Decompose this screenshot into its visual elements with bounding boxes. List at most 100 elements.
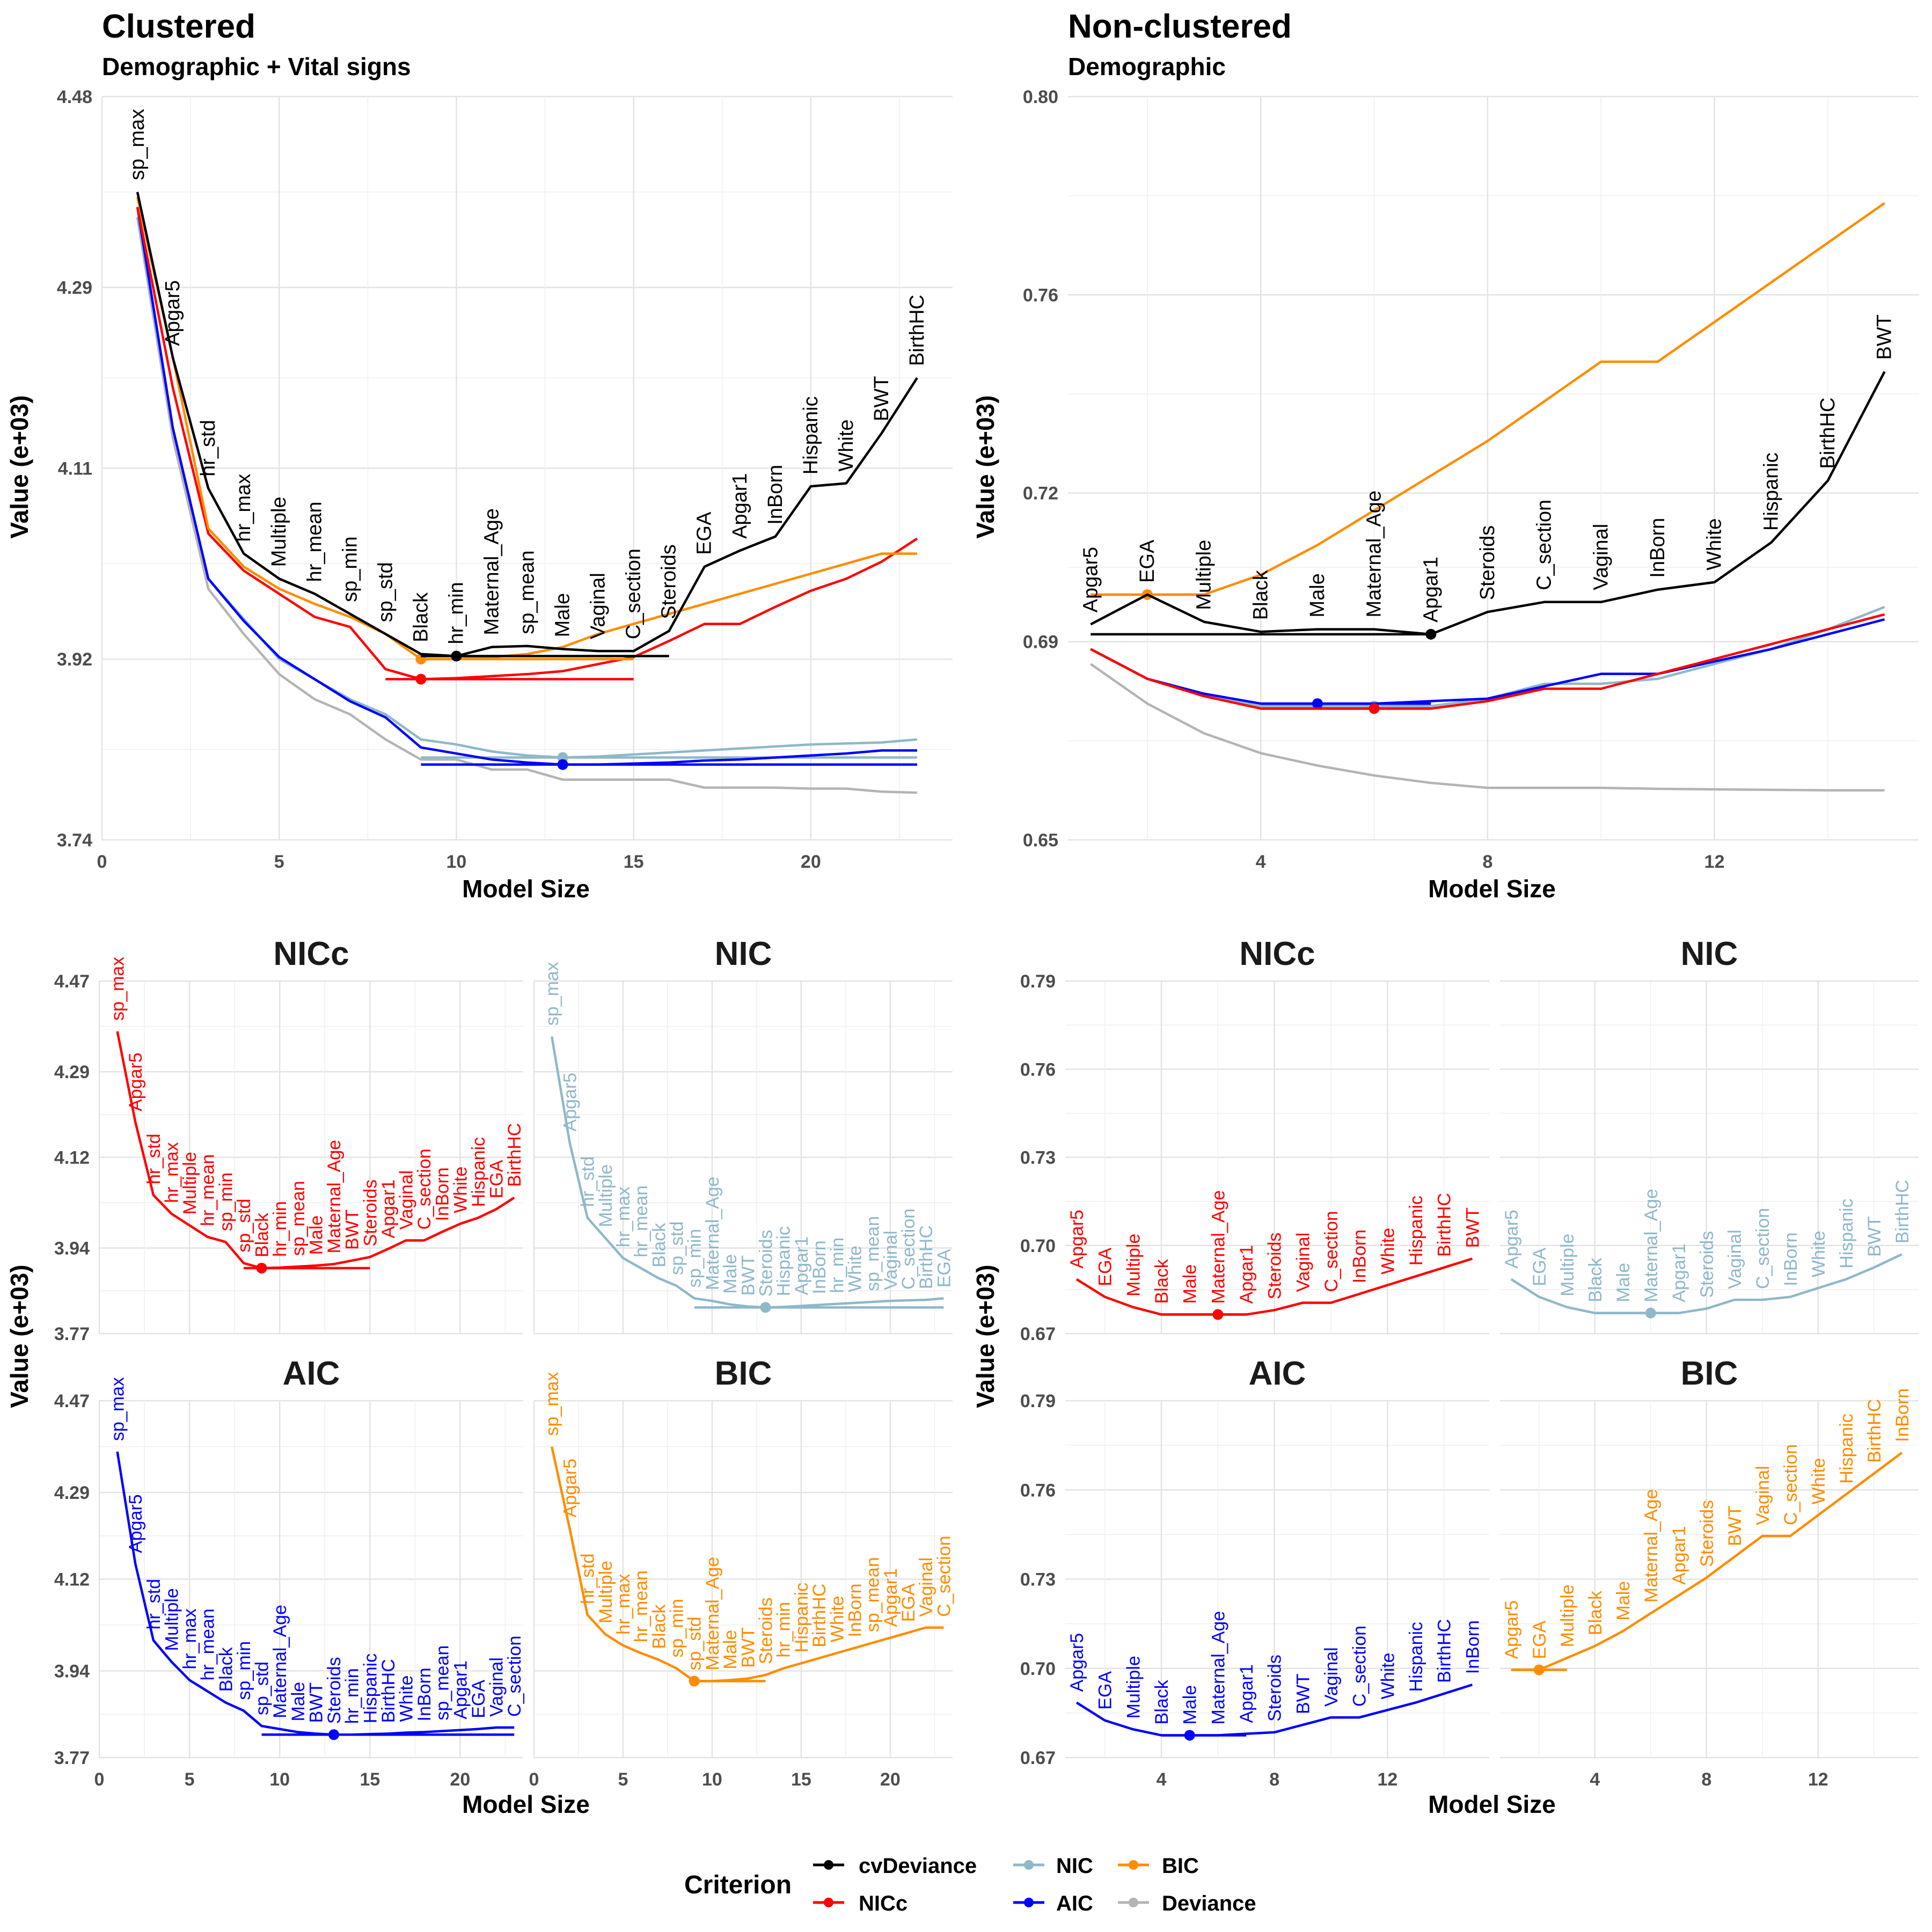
point-label: Apgar5 bbox=[560, 1073, 580, 1132]
series-line-nicc bbox=[136, 207, 918, 680]
point-label: Apgar5 bbox=[1067, 1633, 1087, 1692]
point-label: BirthHC bbox=[1864, 1399, 1885, 1463]
point-label: BWT bbox=[738, 1255, 758, 1296]
point-label: White bbox=[1703, 518, 1726, 570]
point-label: Male bbox=[720, 1630, 741, 1670]
y-tick-label: 0.79 bbox=[1020, 1391, 1056, 1411]
point-label: sp_mean bbox=[863, 1216, 883, 1291]
point-label: hr_min bbox=[342, 1668, 363, 1724]
point-label: InBorn bbox=[433, 1167, 453, 1221]
y-tick-label: 0.80 bbox=[1023, 87, 1058, 107]
point-label: White bbox=[1378, 1228, 1398, 1275]
legend-label-aic: AIC bbox=[1056, 1892, 1093, 1915]
series-line-nic bbox=[1510, 1253, 1902, 1314]
point-label: BirthHC bbox=[1892, 1180, 1913, 1243]
point-label: Hispanic bbox=[1406, 1196, 1426, 1265]
y-tick-label: 0.73 bbox=[1020, 1570, 1056, 1590]
point-label: sp_max bbox=[108, 1377, 128, 1441]
point-label: BirthHC bbox=[1435, 1193, 1455, 1257]
point-label: Black bbox=[216, 1646, 236, 1692]
point-label: Male bbox=[288, 1682, 309, 1722]
point-label: Hispanic bbox=[1406, 1622, 1426, 1692]
point-label: C_section bbox=[1321, 1211, 1342, 1292]
point-label: Hispanic bbox=[1836, 1414, 1857, 1483]
point-label: Apgar1 bbox=[792, 1236, 812, 1296]
panel-title: Non-clustered bbox=[1068, 8, 1292, 45]
y-tick-label: 0.76 bbox=[1023, 285, 1058, 305]
point-label: sp_std bbox=[685, 1616, 705, 1670]
point-label: Apgar1 bbox=[1236, 1245, 1257, 1304]
point-label: C_section bbox=[1781, 1444, 1801, 1525]
y-tick-label: 0.70 bbox=[1020, 1236, 1056, 1256]
point-label: Multiple bbox=[1557, 1234, 1578, 1297]
panel-clustered-aic: 3.77 3.94 4.12 4.29 4.47 0 5 10 15 20 AIC sp_max Apg… bbox=[54, 1355, 525, 1790]
min-point-bic bbox=[689, 1675, 700, 1687]
point-label: Maternal_Age bbox=[1641, 1189, 1662, 1302]
panel-clustered-nicc: 3.77 3.94 4.12 4.29 4.47 NICc sp_max Apgar5 hr_s… bbox=[54, 935, 525, 1344]
y-tick-label: 4.12 bbox=[54, 1148, 90, 1168]
point-label: InBorn bbox=[1892, 1388, 1913, 1442]
point-label: sp_max bbox=[108, 957, 128, 1021]
point-label: BWT bbox=[1293, 1673, 1313, 1714]
facet-title: AIC bbox=[1249, 1355, 1306, 1392]
point-label: sp_max bbox=[126, 109, 149, 180]
point-label: C_section bbox=[623, 548, 645, 639]
point-label: BWT bbox=[306, 1682, 326, 1723]
point-label: InBorn bbox=[1646, 518, 1669, 578]
min-point-aic bbox=[1312, 698, 1323, 709]
series-line-cvdeviance bbox=[1090, 371, 1886, 636]
point-label: C_section bbox=[1350, 1626, 1370, 1707]
point-label: Multiple bbox=[1557, 1584, 1578, 1647]
min-point-nicc bbox=[1212, 1309, 1224, 1320]
x-tick-label: 8 bbox=[1269, 1769, 1279, 1790]
point-label: InBorn bbox=[845, 1584, 865, 1637]
point-label: sp_std bbox=[252, 1662, 273, 1715]
x-axis-label-top-right: Model Size bbox=[1428, 875, 1556, 903]
point-label: Hispanic bbox=[360, 1653, 380, 1723]
point-label: Apgar1 bbox=[1236, 1664, 1257, 1723]
point-label: Male bbox=[1306, 573, 1329, 617]
point-label: Maternal_Age bbox=[702, 1176, 723, 1290]
x-tick-label: 5 bbox=[274, 852, 284, 872]
point-label: C_section bbox=[414, 1148, 435, 1230]
x-tick-label: 20 bbox=[801, 852, 821, 872]
y-tick-label: 0.65 bbox=[1023, 830, 1058, 851]
point-label: Apgar5 bbox=[1079, 547, 1102, 613]
facet-title: AIC bbox=[283, 1355, 340, 1392]
point-label: BirthHC bbox=[378, 1659, 399, 1723]
point-label: Black bbox=[649, 1604, 669, 1649]
min-point-cvdeviance bbox=[1425, 628, 1437, 640]
point-label: Maternal_Age bbox=[1208, 1611, 1228, 1725]
x-tick-label: 5 bbox=[618, 1769, 628, 1790]
point-label: Apgar5 bbox=[162, 280, 184, 346]
panel-nonclustered-aic: 0.67 0.70 0.73 0.76 0.79 4 8 12 AIC Apgar5 EGA Mult… bbox=[1020, 1355, 1489, 1790]
x-tick-label: 15 bbox=[624, 852, 644, 872]
point-label: BirthHC bbox=[1817, 398, 1839, 469]
panel-clustered-bic: 0 5 10 15 20BICsp_maxApgar5hr_stdMultiplehr_… bbox=[529, 1355, 955, 1790]
point-label: EGA bbox=[898, 1583, 919, 1622]
point-label: Multiple bbox=[1123, 1234, 1144, 1297]
point-label: hr_mean bbox=[631, 1185, 652, 1257]
point-label: hr_min bbox=[270, 1201, 290, 1257]
x-tick-label: 4 bbox=[1157, 1769, 1167, 1790]
point-label: EGA bbox=[693, 511, 716, 555]
point-label: Maternal_Age bbox=[1208, 1190, 1228, 1304]
point-label: Vaginal bbox=[1321, 1647, 1342, 1707]
series-line-aic bbox=[1090, 618, 1885, 705]
legend-label-bic: BIC bbox=[1162, 1854, 1199, 1878]
point-label: hr_max bbox=[613, 1187, 634, 1247]
point-label: Vaginal bbox=[396, 1170, 416, 1230]
x-axis-label-top-left: Model Size bbox=[462, 875, 590, 903]
panel-clustered-top: 3.74 3.92 4.11 4.29 4.48 0 5 10 15 20 Clustered Dem… bbox=[57, 8, 953, 872]
facet-title: BIC bbox=[715, 1355, 772, 1392]
point-label: BirthHC bbox=[1435, 1619, 1455, 1683]
point-label: White bbox=[845, 1246, 865, 1292]
point-label: Steroids bbox=[1476, 525, 1499, 600]
x-tick-label: 8 bbox=[1701, 1769, 1711, 1790]
legend-label-cvdeviance: cvDeviance bbox=[859, 1854, 977, 1878]
point-label: hr_max bbox=[180, 1608, 200, 1669]
point-label: Steroids bbox=[360, 1180, 380, 1247]
point-label: hr_mean bbox=[198, 1154, 218, 1226]
point-label: hr_max bbox=[613, 1574, 634, 1635]
point-label: hr_std bbox=[578, 1554, 598, 1605]
